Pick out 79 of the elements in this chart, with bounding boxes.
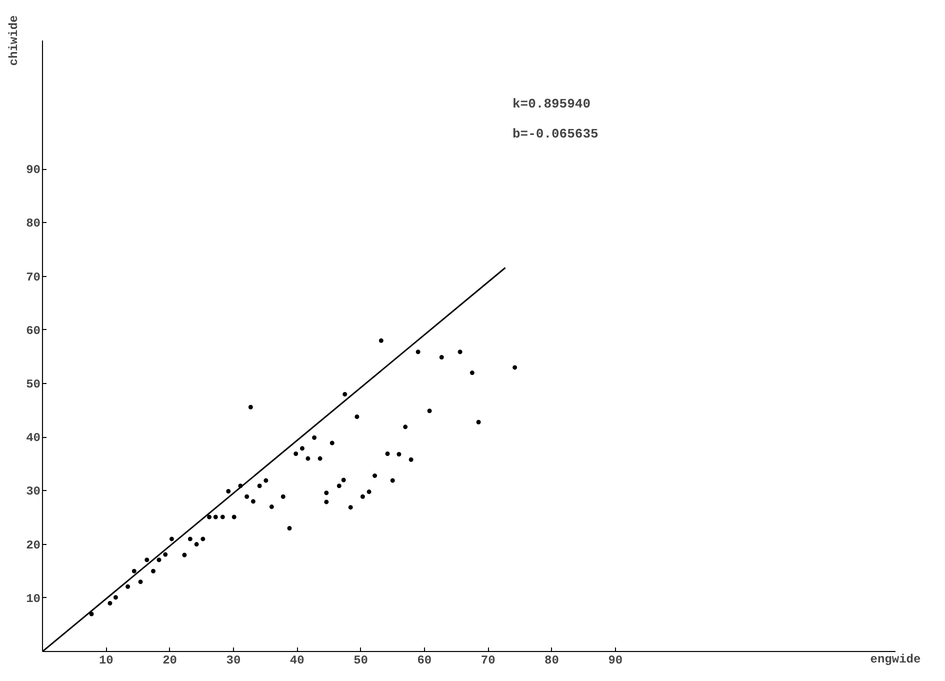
point [232, 514, 236, 520]
point [403, 424, 408, 430]
point [324, 500, 329, 504]
point [182, 552, 187, 558]
annotation: k=0.895940 [512, 96, 591, 112]
point [257, 484, 262, 488]
point [294, 451, 298, 456]
point [200, 536, 206, 542]
point [264, 478, 268, 483]
point [318, 456, 322, 461]
y-tick-label: 30 [26, 484, 41, 499]
x-tick-label: 90 [608, 654, 623, 668]
point [108, 601, 112, 606]
point [354, 414, 360, 419]
point [341, 478, 346, 482]
y-axis-title: chiwide [7, 15, 22, 66]
point [416, 350, 420, 354]
y-tick-label: 60 [26, 324, 41, 338]
point [306, 456, 310, 461]
point [408, 457, 414, 462]
x-tick-label: 60 [417, 654, 432, 668]
y-tick-label: 40 [26, 431, 41, 446]
point [113, 595, 118, 600]
point [396, 452, 402, 457]
y-tick-label: 50 [26, 378, 41, 392]
point [226, 489, 231, 494]
point [348, 505, 353, 510]
point [378, 338, 384, 343]
point [220, 514, 225, 520]
point [512, 365, 518, 370]
point [269, 504, 274, 510]
point [476, 420, 481, 424]
annotation: b=-0.065635 [512, 126, 599, 142]
point [330, 440, 334, 446]
point [280, 494, 286, 499]
point [248, 404, 253, 410]
x-tick-label: 20 [162, 654, 178, 668]
point [300, 446, 304, 451]
point [163, 552, 168, 557]
x-tick-label: 10 [98, 654, 114, 668]
point [207, 514, 212, 520]
point [470, 370, 474, 376]
point [390, 478, 395, 483]
point [194, 542, 199, 547]
point [439, 355, 444, 360]
point [244, 494, 250, 499]
point [250, 499, 256, 504]
x-tick-label: 50 [354, 654, 368, 668]
point [324, 490, 329, 496]
point [427, 408, 432, 414]
point [366, 490, 372, 494]
point [169, 536, 174, 542]
point [385, 451, 390, 456]
point [213, 514, 218, 520]
point [132, 568, 136, 574]
point [372, 473, 378, 478]
point [336, 484, 342, 488]
x-tick-label: 30 [226, 654, 241, 668]
x-tick-label: 80 [544, 654, 559, 668]
point [144, 558, 150, 562]
point [89, 612, 94, 616]
point [342, 392, 348, 396]
x-tick-label: 70 [480, 654, 496, 668]
point [312, 435, 317, 440]
point [126, 584, 130, 589]
point [458, 350, 462, 354]
x-axis-title: engwide [870, 652, 921, 666]
y-tick-label: 70 [26, 270, 41, 284]
point [287, 526, 292, 530]
point [156, 558, 162, 562]
y-tick-label: 20 [26, 538, 41, 552]
y-tick-label: 90 [26, 163, 41, 178]
x-tick-label: 40 [290, 654, 304, 668]
point [138, 580, 143, 584]
point [188, 536, 192, 542]
point [151, 568, 156, 574]
point [360, 494, 365, 499]
y-tick-label: 10 [26, 592, 41, 606]
y-tick-label: 80 [26, 216, 41, 231]
